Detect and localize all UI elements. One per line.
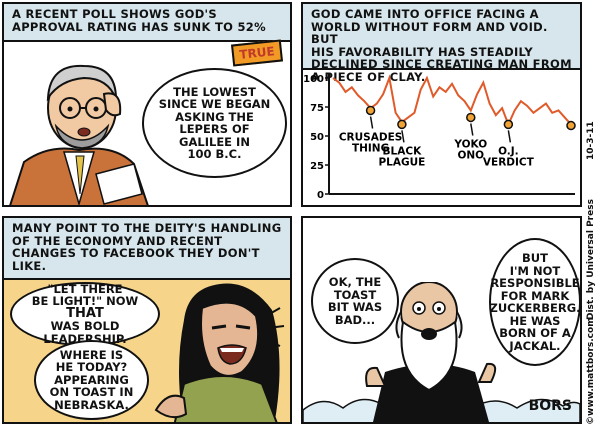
y-tick-label: 25 <box>310 161 324 172</box>
true-tag: TRUE <box>230 39 284 67</box>
margin-website: ©www.mattbors.com <box>586 317 596 425</box>
panel-2: God came into office facing a world with… <box>301 2 582 207</box>
annotation-arrow <box>369 116 374 129</box>
god-figure <box>365 282 497 422</box>
annotation-label: VERDICT <box>483 156 535 168</box>
y-tick-label: 100 <box>303 74 324 85</box>
annotation-label: O.J. <box>498 145 519 157</box>
panel-1-caption: A recent poll shows God's approval ratin… <box>4 4 290 42</box>
event-marker <box>503 119 514 130</box>
panel-3-speech-bubble-2: Where is he today? Appearing on toast in… <box>34 340 149 420</box>
event-marker <box>466 112 476 123</box>
panel-1-speech-bubble: The lowest since we began asking the lep… <box>142 68 287 178</box>
signature: BORS <box>528 398 572 414</box>
panel-3-speech-bubble-1: "Let there be light!" Now that was bold … <box>10 282 160 346</box>
panel-3-caption: Many point to the deity's handling of th… <box>4 218 290 280</box>
annotation-label: ONO <box>457 149 484 161</box>
pundit-figure <box>9 64 149 205</box>
panel-4-speech-bubble-2: But I'm not responsible for Mark Zuckerb… <box>489 238 580 366</box>
panel-4-speech-bubble-1: OK, the toast bit was bad... <box>311 258 399 344</box>
annotation-arrow <box>507 130 512 143</box>
annotation-label: PLAGUE <box>378 156 425 168</box>
chart-axes: 0 25 50 75 100 <box>303 74 575 201</box>
annotation-label: BLACK <box>383 145 423 157</box>
annotation-arrow <box>401 130 405 143</box>
woman-figure <box>154 283 285 422</box>
annotation-arrow <box>470 123 474 136</box>
true-tag-label: TRUE <box>238 44 276 62</box>
event-marker <box>566 120 576 131</box>
event-marker <box>397 119 407 130</box>
panel-3-bubble-1-line-1: "Let there be light!" Now <box>31 281 139 309</box>
event-marker <box>365 105 376 116</box>
panel-3-bubble-1-emphasis: that <box>66 305 104 321</box>
y-tick-label: 75 <box>310 103 324 114</box>
margin-date: 10-3-11 <box>586 121 596 160</box>
annotation-label: CRUSADES <box>339 131 402 143</box>
panel-4: OK, the toast bit was bad... But I'm not… <box>301 216 582 424</box>
margin-distribution: Dist. by Universal Press <box>586 199 596 320</box>
panel-2-caption: God came into office facing a world with… <box>303 4 580 83</box>
series-line <box>332 74 572 127</box>
annotation-label: THING <box>352 142 389 154</box>
annotation-label: YOKO <box>453 138 487 150</box>
panel-1: A recent poll shows God's approval ratin… <box>2 2 292 207</box>
y-tick-label: 0 <box>317 190 324 201</box>
y-tick-label: 50 <box>310 132 324 143</box>
panel-3: Many point to the deity's handling of th… <box>2 216 292 424</box>
chart-series <box>332 74 576 131</box>
